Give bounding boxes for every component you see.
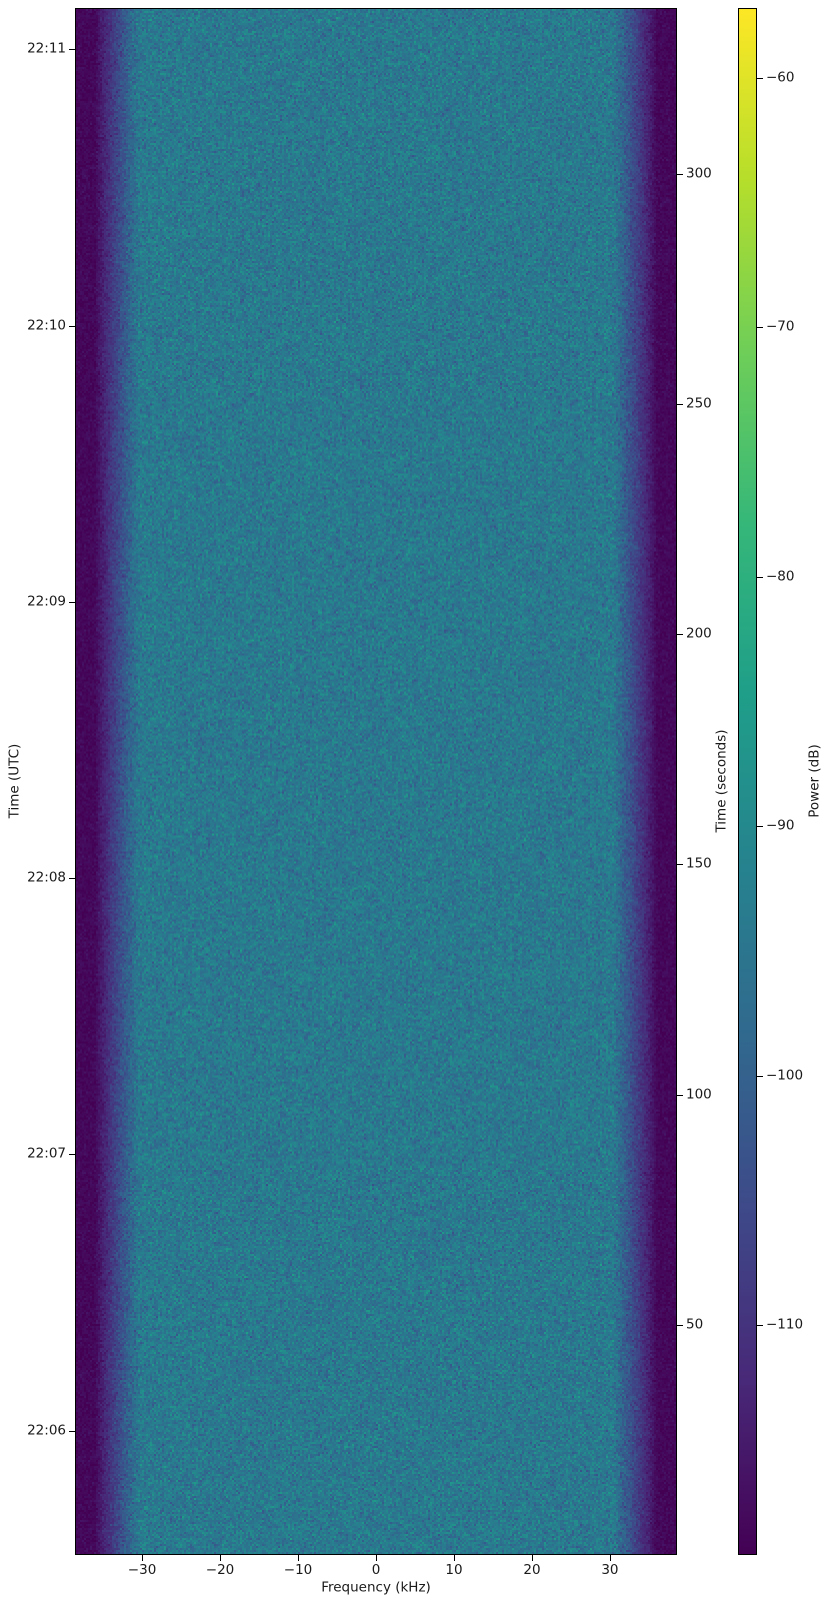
x-tick-label: 0 [371, 1562, 381, 1578]
tick-mark [69, 1431, 75, 1432]
tick-mark [532, 1555, 533, 1561]
colorbar-tick-label: −100 [766, 1067, 804, 1084]
tick-mark [610, 1555, 611, 1561]
x-tick-label: 10 [445, 1562, 463, 1578]
tick-mark [757, 577, 763, 578]
x-tick-label: −10 [283, 1562, 313, 1578]
utc-tick-label: 22:07 [27, 1145, 66, 1162]
x-tick-label: −30 [127, 1562, 157, 1578]
tick-mark [677, 1095, 683, 1096]
y-axis-label-utc: Time (UTC) [6, 743, 23, 819]
tick-mark [677, 864, 683, 865]
x-tick-label: −20 [205, 1562, 235, 1578]
colorbar [738, 8, 757, 1555]
colorbar-gradient [739, 9, 756, 1554]
tick-mark [220, 1555, 221, 1561]
tick-mark [454, 1555, 455, 1561]
tick-mark [69, 878, 75, 879]
utc-tick-label: 22:10 [27, 316, 66, 333]
tick-mark [677, 1325, 683, 1326]
x-axis-label: Frequency (kHz) [321, 1579, 431, 1596]
seconds-tick-label: 100 [686, 1085, 712, 1102]
tick-mark [69, 326, 75, 327]
seconds-tick-label: 150 [686, 855, 712, 872]
tick-mark [757, 1076, 763, 1077]
spectrogram-axes [75, 8, 677, 1555]
seconds-tick-label: 200 [686, 625, 712, 642]
y-axis-label-seconds: Time (seconds) [713, 729, 730, 833]
seconds-tick-label: 300 [686, 165, 712, 181]
tick-mark [677, 634, 683, 635]
tick-mark [757, 826, 763, 827]
utc-tick-label: 22:09 [27, 593, 66, 610]
tick-mark [376, 1555, 377, 1561]
tick-mark [298, 1555, 299, 1561]
utc-tick-label: 22:06 [27, 1421, 66, 1438]
tick-mark [69, 602, 75, 603]
tick-mark [69, 49, 75, 50]
x-tick-label: 20 [523, 1562, 541, 1578]
utc-tick-label: 22:08 [27, 869, 66, 886]
tick-mark [69, 1154, 75, 1155]
colorbar-tick-label: −90 [766, 817, 795, 834]
colorbar-tick-label: −110 [766, 1316, 804, 1333]
tick-mark [142, 1555, 143, 1561]
colorbar-tick-label: −70 [766, 318, 795, 335]
colorbar-tick-label: −80 [766, 568, 795, 585]
tick-mark [677, 404, 683, 405]
seconds-tick-label: 250 [686, 395, 712, 412]
colorbar-tick-label: −60 [766, 69, 795, 86]
colorbar-label: Power (dB) [806, 744, 823, 818]
utc-tick-label: 22:11 [27, 40, 66, 57]
x-tick-label: 30 [601, 1562, 619, 1578]
tick-mark [757, 327, 763, 328]
seconds-tick-label: 50 [686, 1316, 704, 1333]
spectrogram-image [76, 9, 676, 1554]
tick-mark [757, 78, 763, 79]
tick-mark [677, 174, 683, 175]
tick-mark [757, 1325, 763, 1326]
